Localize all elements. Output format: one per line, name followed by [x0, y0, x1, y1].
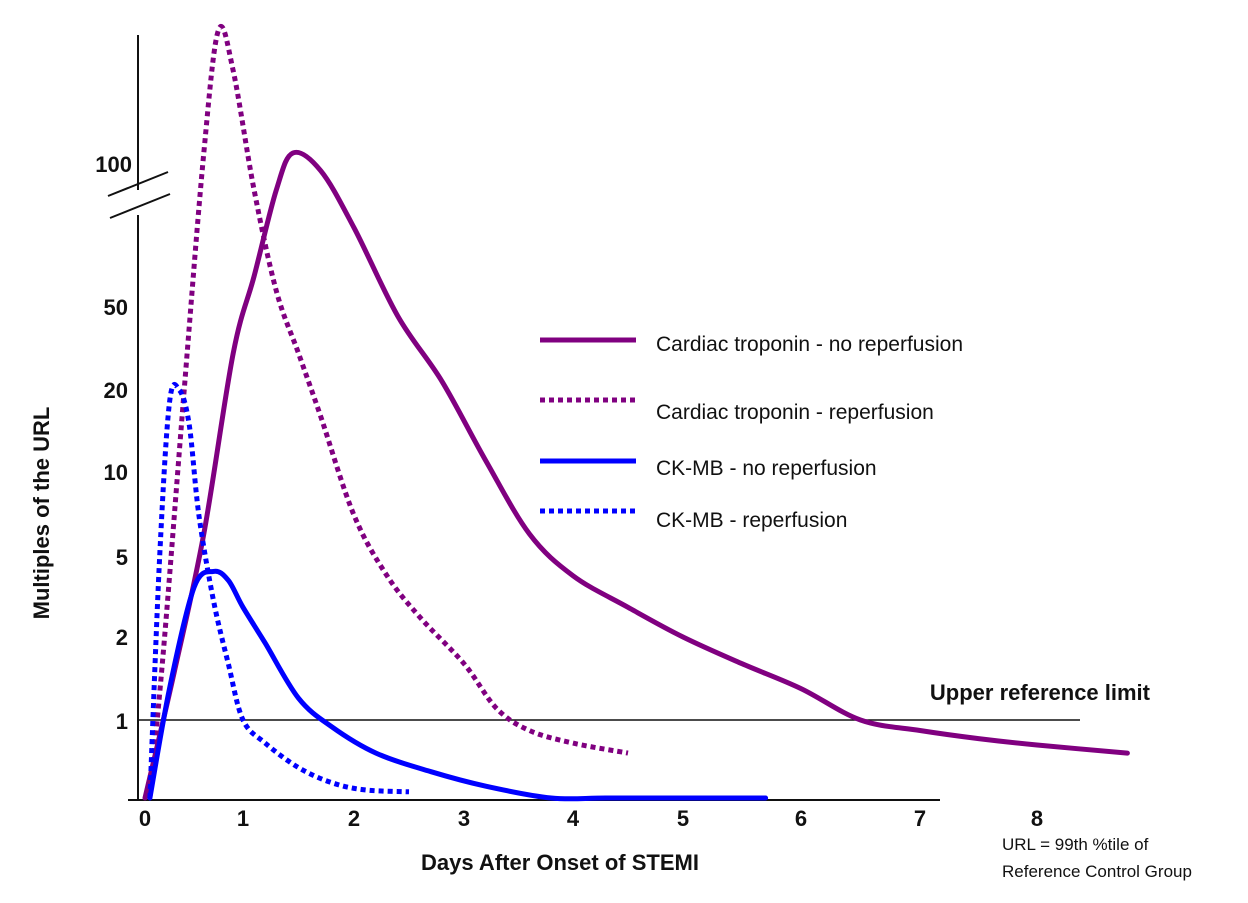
y-tick-label: 5 — [116, 545, 128, 570]
y-tick-label: 20 — [104, 378, 128, 403]
axes — [107, 35, 1080, 801]
legend-label: CK-MB - no reperfusion — [656, 457, 877, 480]
x-tick-label: 8 — [1031, 806, 1043, 831]
series-line-2 — [147, 568, 769, 802]
x-tick-label: 4 — [567, 806, 580, 831]
x-tick-label: 2 — [348, 806, 360, 831]
legend-label: Cardiac troponin - no reperfusion — [656, 333, 963, 356]
legend-label: CK-MB - reperfusion — [656, 509, 847, 532]
series-line-3 — [147, 382, 410, 799]
x-tick-label: 1 — [237, 806, 249, 831]
y-tick-label: 100 — [95, 152, 132, 177]
y-tick-labels: 1 2 5 10 20 50 100 — [95, 152, 132, 734]
x-tick-label: 7 — [914, 806, 926, 831]
x-tick-label: 6 — [795, 806, 807, 831]
axis-break-mark-2 — [109, 193, 171, 219]
legend-label: Cardiac troponin - reperfusion — [656, 401, 934, 424]
y-tick-label: 2 — [116, 625, 128, 650]
x-tick-label: 0 — [139, 806, 151, 831]
x-tick-label: 3 — [458, 806, 470, 831]
y-tick-label: 10 — [104, 460, 128, 485]
series-line-0 — [142, 149, 1130, 801]
legend: Cardiac troponin - no reperfusion Cardia… — [540, 333, 963, 532]
y-axis-title: Multiples of the URL — [29, 407, 54, 620]
series-line-1 — [147, 24, 629, 799]
y-tick-label: 50 — [104, 295, 128, 320]
series-layer — [142, 24, 1130, 802]
y-tick-label: 1 — [116, 709, 128, 734]
footnote-line-2: Reference Control Group — [1002, 862, 1192, 881]
x-tick-label: 5 — [677, 806, 689, 831]
reference-line-label: Upper reference limit — [930, 680, 1151, 705]
x-tick-labels: 0 1 2 3 4 5 6 7 8 — [139, 806, 1043, 831]
axis-break-mark-1 — [107, 171, 169, 197]
x-axis-title: Days After Onset of STEMI — [421, 850, 699, 875]
footnote-line-1: URL = 99th %tile of — [1002, 835, 1149, 854]
